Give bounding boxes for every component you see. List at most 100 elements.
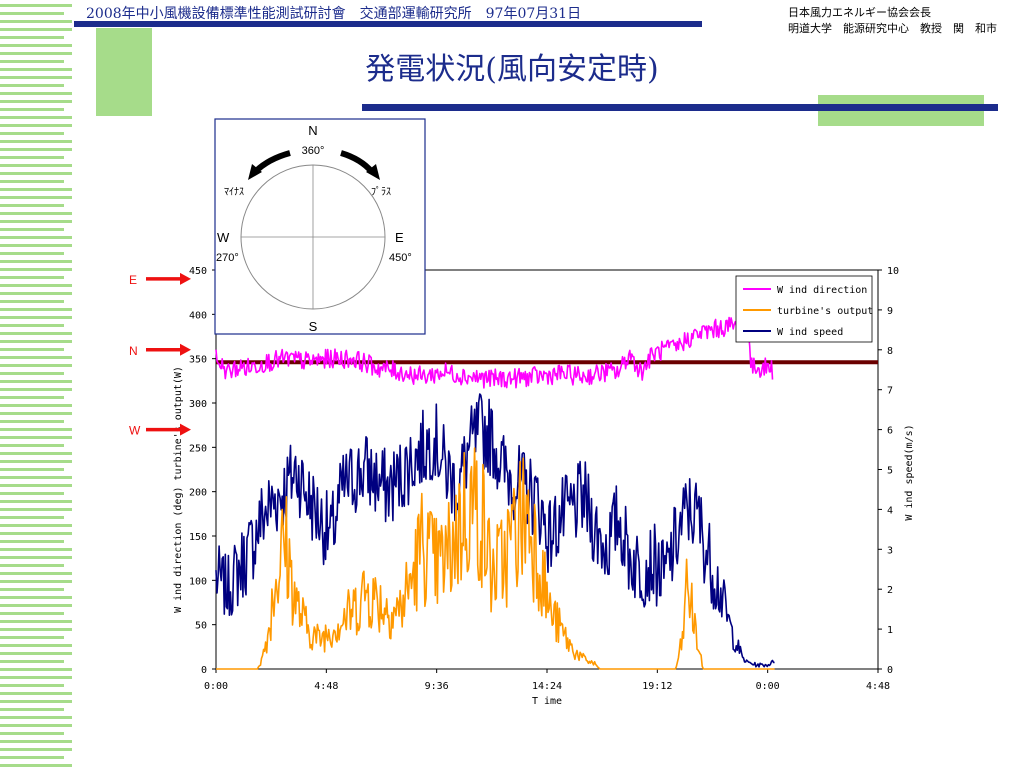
stripe-line xyxy=(0,308,72,311)
y-right-tick-label: 5 xyxy=(887,466,893,477)
stripe-line xyxy=(0,76,72,79)
stripe-line xyxy=(0,28,72,31)
stripe-line xyxy=(0,332,72,335)
stripe-line xyxy=(0,644,72,647)
presenter-affiliation: 明道大学 能源研究中心 教授 関 和市 xyxy=(788,22,997,35)
stripe-line xyxy=(0,468,64,471)
compass-minus-arrow-head xyxy=(248,164,262,180)
compass-w-degree: 270° xyxy=(216,252,239,264)
stripe-line xyxy=(0,724,72,727)
stripe-line xyxy=(0,620,72,623)
stripe-line xyxy=(0,572,72,575)
presenter-info: 日本風力エネルギー協会会長 明道大学 能源研究中心 教授 関 和市 xyxy=(788,5,997,37)
stripe-line xyxy=(0,100,72,103)
y-left-tick-label: 300 xyxy=(189,399,207,410)
stripe-line xyxy=(0,580,72,583)
stripe-line xyxy=(0,500,72,503)
compass-w-label: W xyxy=(217,230,230,245)
stripe-line xyxy=(0,284,72,287)
stripe-line xyxy=(0,668,72,671)
y-right-axis-label: W ind speed(m/s) xyxy=(904,424,915,520)
stripe-line xyxy=(0,508,72,511)
legend-label: W ind speed xyxy=(777,327,843,338)
stripe-line xyxy=(0,676,72,679)
stripe-line xyxy=(0,68,72,71)
stripe-line xyxy=(0,636,64,639)
y-left-tick-label: 450 xyxy=(189,266,207,277)
stripe-line xyxy=(0,604,72,607)
stripe-line xyxy=(0,764,72,767)
stripe-line xyxy=(0,188,72,191)
y-right-tick-label: 7 xyxy=(887,386,893,397)
y-right-tick-label: 2 xyxy=(887,585,893,596)
stripe-line xyxy=(0,236,72,239)
stripe-line xyxy=(0,60,64,63)
stripe-line xyxy=(0,748,72,751)
stripe-line xyxy=(0,540,64,543)
stripe-line xyxy=(0,196,72,199)
stripe-line xyxy=(0,20,72,23)
stripe-line xyxy=(0,228,64,231)
compass-plus-arrow-head xyxy=(366,164,380,180)
stripe-line xyxy=(0,260,72,263)
stripe-line xyxy=(0,700,72,703)
y-left-tick-label: 150 xyxy=(189,532,207,543)
legend-label: W ind direction xyxy=(777,285,867,296)
stripe-line xyxy=(0,556,72,559)
presenter-title: 日本風力エネルギー協会会長 xyxy=(788,6,931,19)
stripe-line xyxy=(0,156,64,159)
y-right-tick-label: 0 xyxy=(887,665,893,676)
stripe-line xyxy=(0,300,64,303)
stripe-line xyxy=(0,660,64,663)
stripe-line xyxy=(0,420,64,423)
stripe-line xyxy=(0,124,72,127)
direction-marker-label: W xyxy=(129,424,141,438)
compass-n-degree: 360° xyxy=(302,145,325,157)
stripe-line xyxy=(0,116,72,119)
green-accent-block-left xyxy=(96,28,152,116)
stripe-line xyxy=(0,516,64,519)
stripe-line xyxy=(0,348,64,351)
stripe-line xyxy=(0,708,64,711)
stripe-line xyxy=(0,92,72,95)
direction-marker: W xyxy=(129,423,191,438)
stripe-line xyxy=(0,84,64,87)
stripe-line xyxy=(0,356,72,359)
stripe-line xyxy=(0,532,72,535)
stripe-line xyxy=(0,12,64,15)
stripe-line xyxy=(0,396,64,399)
stripe-line xyxy=(0,276,64,279)
compass-inset: N 360° S W 270° E 450° ﾏｲﾅｽ ﾌﾟﾗｽ xyxy=(214,118,426,335)
y-right-tick-label: 8 xyxy=(887,346,893,357)
stripe-line xyxy=(0,388,72,391)
stripe-line xyxy=(0,316,72,319)
stripe-line xyxy=(0,268,72,271)
stripe-line xyxy=(0,692,72,695)
chart-legend: W ind direction turbine's output W ind spe… xyxy=(735,275,873,343)
direction-marker: E xyxy=(129,272,191,287)
header-rule xyxy=(74,21,702,27)
stripe-line xyxy=(0,612,64,615)
stripe-line xyxy=(0,652,72,655)
y-right-tick-label: 1 xyxy=(887,625,893,636)
x-tick-label: 4:48 xyxy=(866,681,890,692)
stripe-line xyxy=(0,172,72,175)
y-right-tick-label: 9 xyxy=(887,306,893,317)
y-left-tick-label: 100 xyxy=(189,576,207,587)
stripe-line xyxy=(0,436,72,439)
stripe-line xyxy=(0,340,72,343)
compass-plus-label: ﾌﾟﾗｽ xyxy=(371,186,391,198)
stripe-line xyxy=(0,596,72,599)
stripe-line xyxy=(0,684,64,687)
compass-s-label: S xyxy=(309,319,318,334)
compass-e-label: E xyxy=(395,230,404,245)
legend-label: turbine's output xyxy=(777,306,873,317)
left-stripe-decoration xyxy=(0,4,72,767)
compass-minus-label: ﾏｲﾅｽ xyxy=(224,186,244,198)
stripe-line xyxy=(0,132,64,135)
stripe-line xyxy=(0,716,72,719)
stripe-line xyxy=(0,292,72,295)
y-right-tick-label: 10 xyxy=(887,266,899,277)
stripe-line xyxy=(0,4,72,7)
